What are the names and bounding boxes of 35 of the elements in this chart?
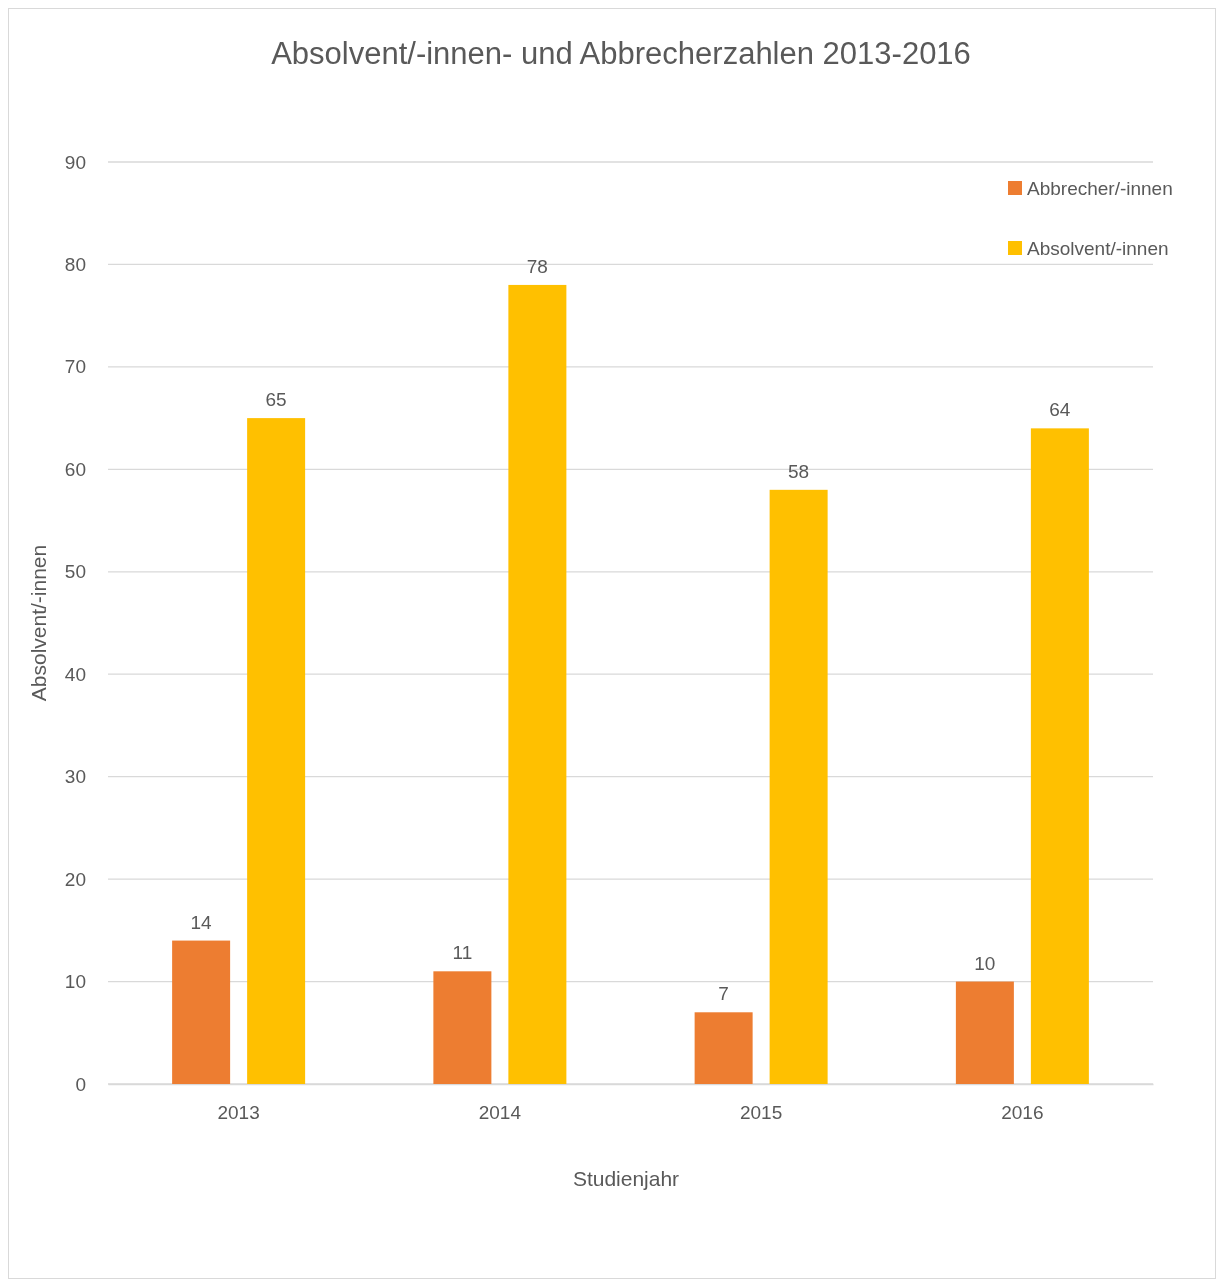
data-label: 64 — [1049, 399, 1071, 421]
legend-label: Abbrecher/-innen — [1027, 178, 1173, 199]
y-tick-label: 80 — [64, 254, 86, 276]
x-tick-label: 2016 — [1001, 1102, 1044, 1124]
legend-label: Absolvent/-innen — [1027, 238, 1169, 259]
bar — [769, 489, 828, 1084]
bar — [172, 940, 231, 1084]
data-label: 10 — [974, 952, 996, 974]
y-axis-title: Absolvent/-innen — [27, 544, 50, 702]
bar — [694, 1012, 753, 1084]
y-tick-label: 10 — [64, 971, 86, 993]
bar — [508, 284, 567, 1084]
x-axis-title: Studienjahr — [572, 1167, 680, 1190]
y-tick-label: 60 — [64, 458, 86, 480]
data-label: 11 — [452, 942, 473, 964]
bar — [433, 971, 492, 1084]
data-label: 7 — [718, 983, 729, 1005]
y-tick-label: 30 — [64, 766, 86, 788]
data-label: 78 — [526, 255, 548, 277]
x-tick-label: 2015 — [739, 1102, 783, 1124]
x-tick-label: 2013 — [217, 1102, 260, 1124]
y-tick-label: 70 — [64, 356, 86, 378]
chart-title: Absolvent/-innen- und Abbrecherzahlen 2013-2016 — [271, 36, 971, 71]
y-tick-label: 0 — [75, 1073, 86, 1095]
data-label: 65 — [265, 389, 287, 411]
y-tick-label: 50 — [64, 561, 86, 583]
data-label: 58 — [788, 460, 810, 482]
bar — [247, 418, 306, 1084]
bar — [955, 981, 1014, 1084]
y-tick-label: 20 — [64, 868, 86, 890]
x-tick-label: 2014 — [478, 1102, 522, 1124]
y-tick-label: 40 — [64, 663, 86, 685]
data-label: 14 — [190, 911, 213, 933]
bar — [1030, 428, 1089, 1084]
y-tick-label: 90 — [64, 151, 86, 173]
